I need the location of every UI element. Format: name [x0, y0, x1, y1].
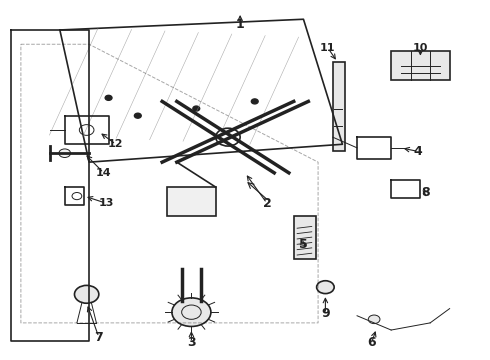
Text: 9: 9: [321, 307, 330, 320]
Circle shape: [134, 113, 141, 118]
Text: 10: 10: [413, 43, 428, 53]
Circle shape: [172, 298, 211, 327]
Text: 6: 6: [368, 336, 376, 349]
Circle shape: [105, 95, 112, 100]
Bar: [333, 62, 345, 152]
Text: 3: 3: [187, 336, 196, 349]
Text: 13: 13: [98, 198, 114, 208]
Text: 5: 5: [299, 238, 308, 251]
Text: 2: 2: [263, 197, 271, 210]
Bar: [294, 216, 316, 258]
Circle shape: [193, 106, 200, 111]
Circle shape: [182, 305, 201, 319]
Circle shape: [59, 149, 71, 157]
Text: 12: 12: [108, 139, 123, 149]
Text: 11: 11: [320, 43, 336, 53]
Circle shape: [251, 99, 258, 104]
Text: 4: 4: [414, 145, 422, 158]
Text: 14: 14: [96, 168, 112, 178]
Text: 7: 7: [95, 331, 103, 344]
Text: 8: 8: [421, 186, 430, 199]
Circle shape: [368, 315, 380, 324]
Bar: [167, 187, 216, 216]
Circle shape: [317, 281, 334, 294]
Bar: [391, 51, 450, 80]
Circle shape: [74, 285, 99, 303]
Text: 1: 1: [236, 18, 245, 31]
